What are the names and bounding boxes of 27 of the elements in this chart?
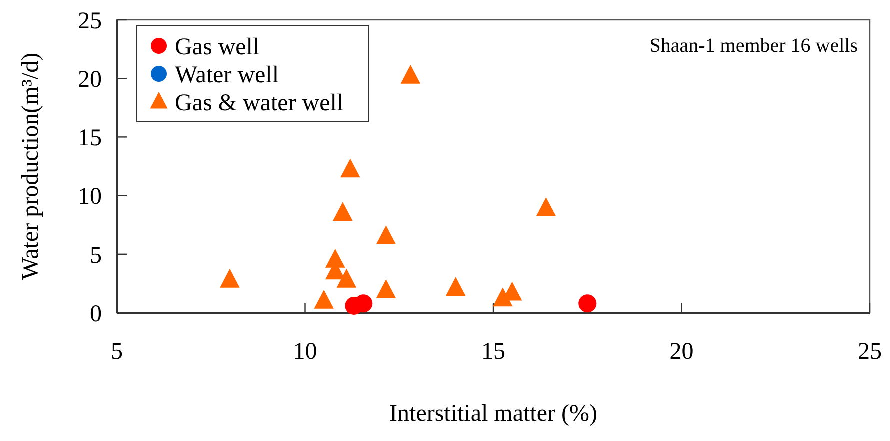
- x-tick-label: 25: [858, 339, 882, 365]
- x-tick-label: 5: [111, 339, 123, 365]
- point: [376, 226, 396, 244]
- y-tick-label: 20: [78, 67, 102, 93]
- x-tick-label: 15: [482, 339, 506, 365]
- point: [536, 197, 556, 216]
- legend-label: Water well: [175, 62, 280, 88]
- y-tick-label: 0: [90, 301, 102, 328]
- legend-label: Gas well: [175, 34, 260, 60]
- point: [446, 277, 466, 296]
- point: [220, 268, 240, 288]
- y-tick-label: 10: [78, 184, 102, 210]
- point: [333, 202, 353, 222]
- y-tick-label: 15: [78, 126, 102, 152]
- point: [336, 268, 357, 288]
- point: [400, 65, 421, 84]
- y-axis-title: Water production(m³/d): [18, 52, 44, 280]
- point: [376, 279, 396, 298]
- y-tick-label: 5: [90, 242, 102, 269]
- x-axis-title: Interstitial matter (%): [390, 401, 598, 427]
- legend-label: Gas & water well: [175, 90, 344, 116]
- annotation: Shaan-1 member 16 wells: [650, 35, 858, 57]
- point: [340, 158, 360, 178]
- x-tick-label: 20: [670, 339, 694, 365]
- x-tick-label: 10: [293, 339, 318, 365]
- y-tick-label: 25: [78, 8, 102, 34]
- point: [314, 290, 334, 309]
